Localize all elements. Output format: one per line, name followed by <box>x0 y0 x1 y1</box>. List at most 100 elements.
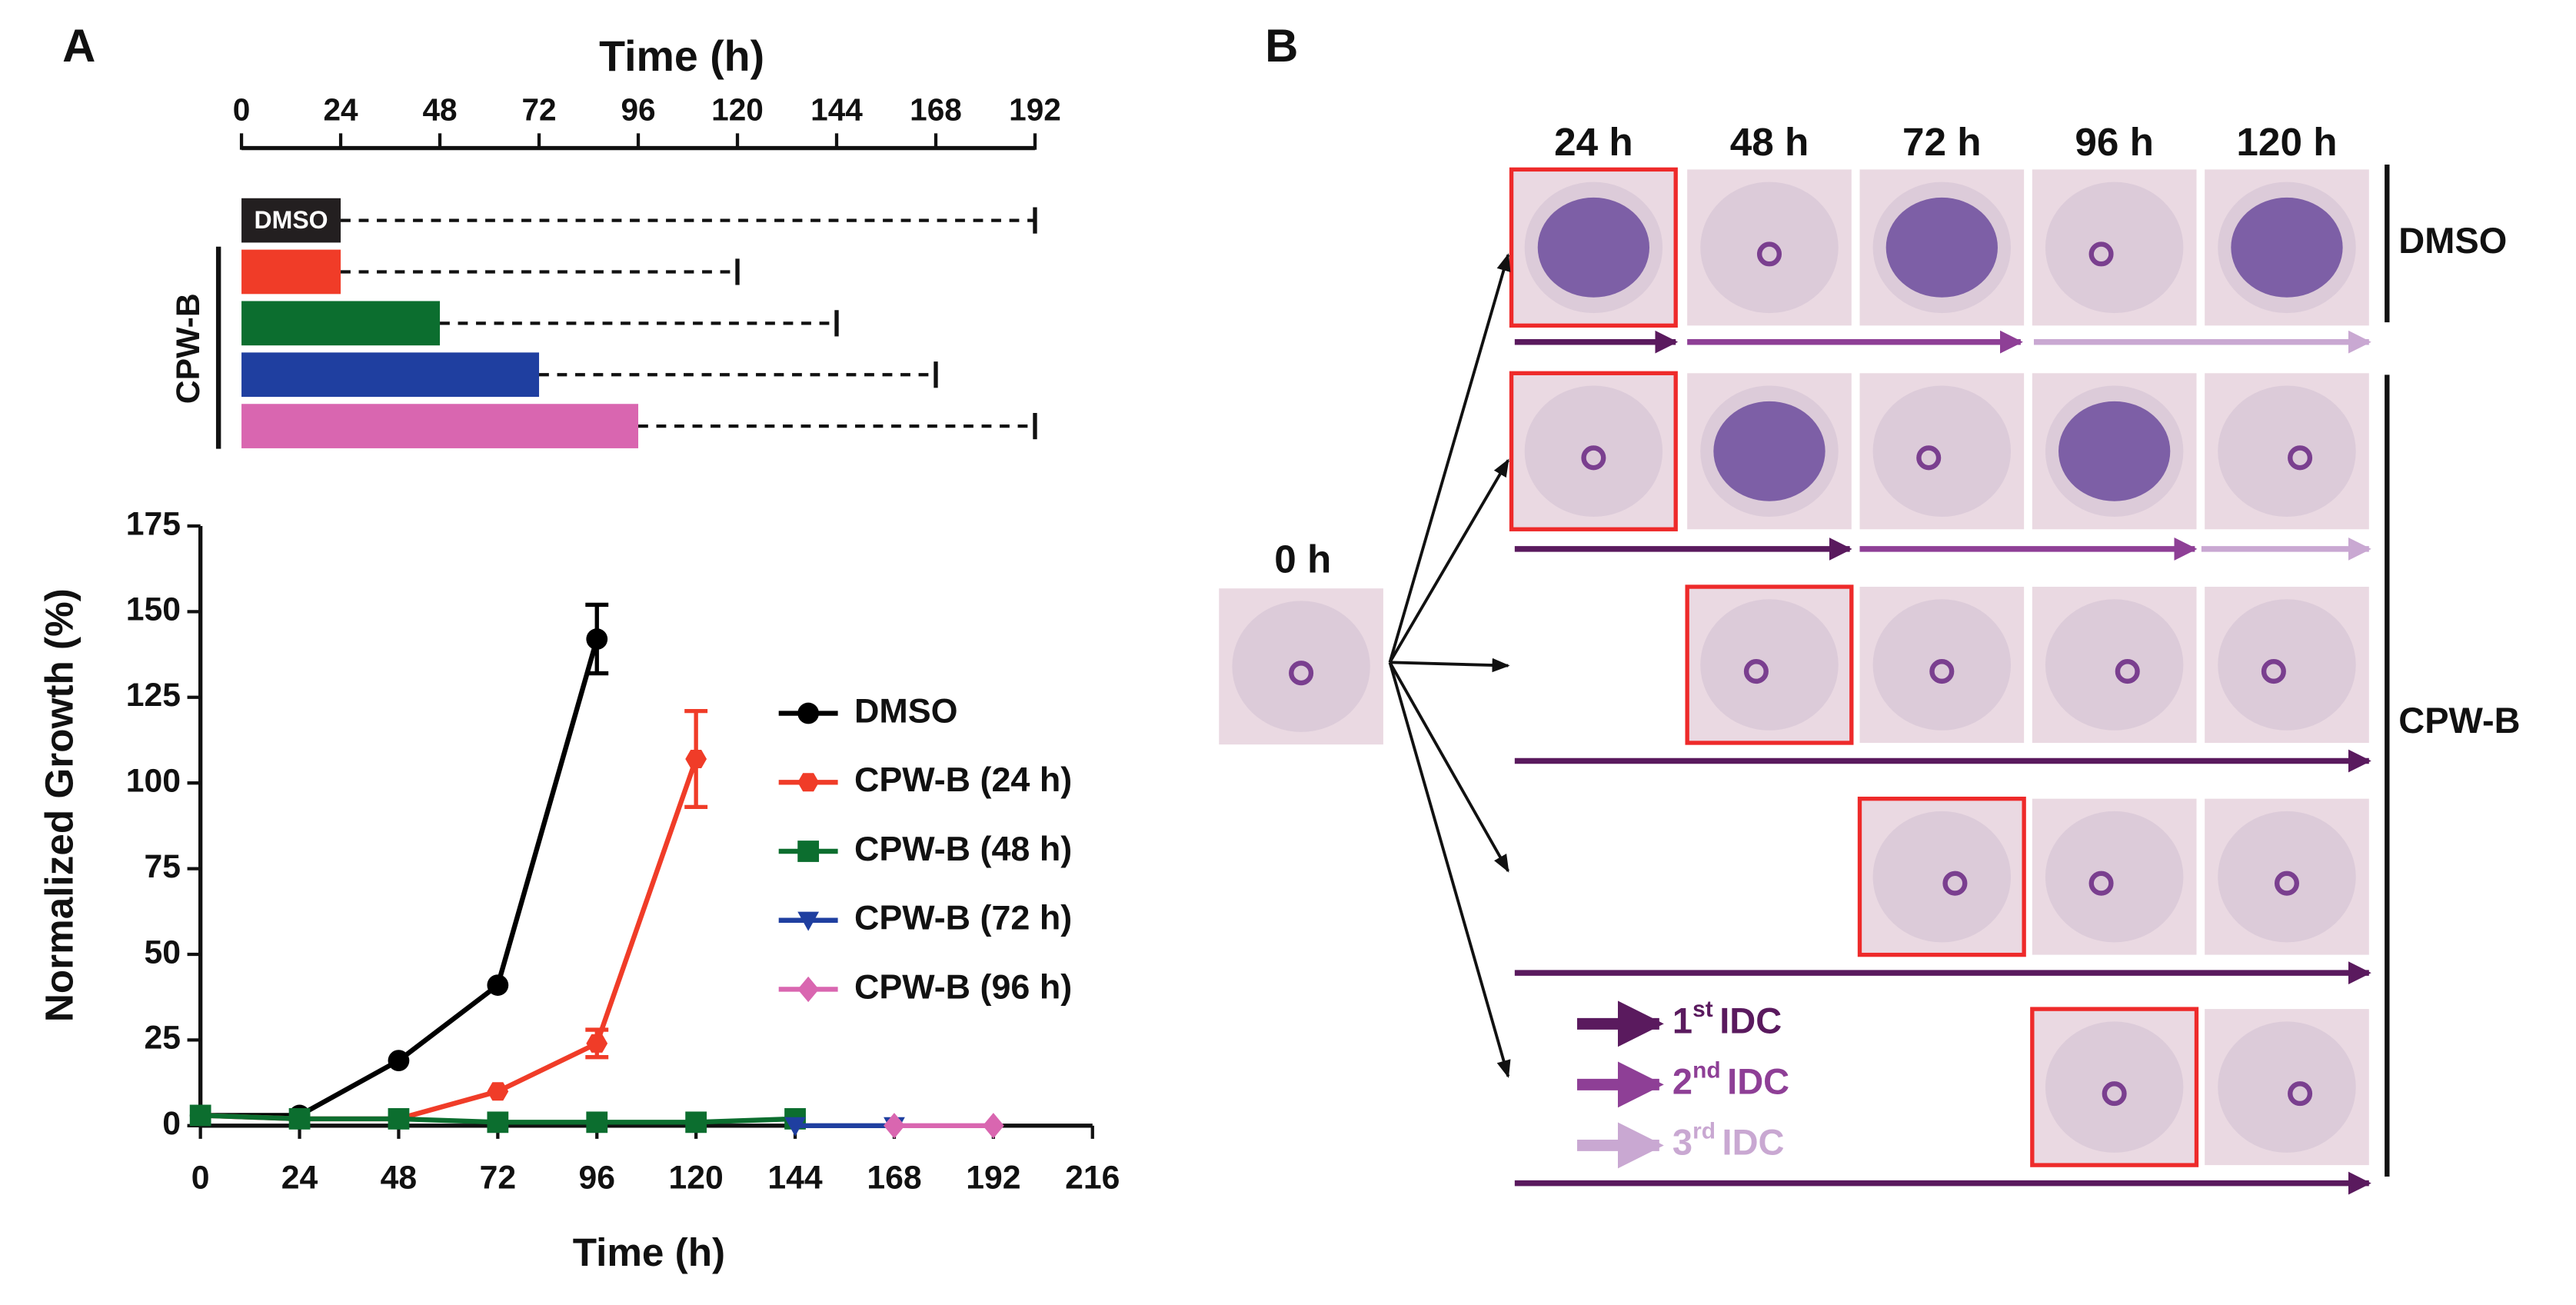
cell <box>2045 811 2184 943</box>
cell <box>1872 599 2012 731</box>
x-tick-label: 120 <box>711 92 764 127</box>
highlight-frame <box>1685 584 1854 745</box>
data-point <box>288 1108 311 1130</box>
bar-label: DMSO <box>255 206 328 234</box>
treatment-bar <box>241 352 540 398</box>
legend-suffix: st <box>1692 997 1713 1022</box>
group-label: DMSO <box>2398 220 2507 261</box>
y-tick-label: 25 <box>144 1020 181 1057</box>
parasite <box>2102 1081 2127 1107</box>
cell <box>2218 1021 2356 1153</box>
highlight-frame <box>1857 796 2026 957</box>
legend-number: 1 <box>1672 1000 1692 1041</box>
timeline-title: Time (h) <box>599 32 764 80</box>
data-point <box>586 1034 608 1053</box>
legend-label: DMSO <box>854 691 958 730</box>
treatment-bar <box>241 404 639 448</box>
series-line <box>200 638 600 1118</box>
group-label: CPW-B <box>170 293 207 404</box>
cell <box>1872 385 2012 518</box>
legend-number: 3 <box>1672 1122 1692 1163</box>
x-tick-label: 168 <box>867 1160 921 1197</box>
column-header: 96 h <box>2075 120 2154 164</box>
x-tick-label: 72 <box>480 1160 517 1197</box>
cell <box>1700 599 1839 731</box>
legend-text: IDC <box>1727 1061 1789 1102</box>
x-tick-label: 216 <box>1065 1160 1120 1197</box>
x-tick-label: 168 <box>910 92 962 127</box>
parasite <box>2261 659 2286 684</box>
parasite <box>1289 661 1314 686</box>
cell <box>2218 599 2356 731</box>
x-tick-label: 120 <box>669 1160 724 1197</box>
parasite <box>1713 401 1825 501</box>
y-tick-label: 75 <box>144 848 181 885</box>
fan-arrow <box>1390 657 1510 673</box>
x-tick-label: 24 <box>323 92 358 127</box>
legend-suffix: nd <box>1692 1057 1721 1083</box>
group-label: CPW-B <box>2398 700 2520 741</box>
legend-label: CPW-B (24 h) <box>854 760 1072 799</box>
parasite <box>1885 197 1998 298</box>
legend-marker <box>797 702 820 724</box>
treatment-bar <box>241 249 341 295</box>
parasite <box>1756 241 1782 267</box>
treatment-bar <box>241 301 441 346</box>
parasite <box>2231 197 2343 298</box>
y-tick-label: 175 <box>126 505 181 542</box>
y-tick-label: 125 <box>126 677 181 714</box>
highlight-frame <box>1509 167 1678 328</box>
legend-label: CPW-B (72 h) <box>854 898 1072 937</box>
x-tick-label: 72 <box>521 92 556 127</box>
data-point <box>586 628 608 650</box>
x-axis-label: Time (h) <box>573 1230 725 1274</box>
legend-marker <box>797 773 820 792</box>
data-point <box>784 1117 806 1137</box>
x-tick-label: 144 <box>810 92 863 127</box>
parasite <box>1916 445 1942 471</box>
start-label: 0 h <box>1274 538 1331 581</box>
legend-label: 3rd IDC <box>1672 1118 1785 1163</box>
legend-label: CPW-B (96 h) <box>854 967 1072 1006</box>
legend-label: CPW-B (48 h) <box>854 829 1072 868</box>
data-point <box>388 1108 410 1130</box>
column-header: 24 h <box>1554 120 1633 164</box>
cell <box>1232 601 1370 732</box>
legend-text: IDC <box>1722 1122 1785 1163</box>
legend-label: 2nd IDC <box>1672 1057 1789 1102</box>
parasite <box>2058 401 2171 501</box>
y-tick-label: 50 <box>144 934 181 970</box>
data-point <box>884 1113 905 1139</box>
y-tick-label: 0 <box>162 1105 181 1142</box>
parasite <box>2088 241 2114 267</box>
parasite <box>1743 659 1769 684</box>
x-tick-label: 0 <box>233 92 251 127</box>
cell <box>2218 811 2356 943</box>
highlight-frame <box>2030 1007 2199 1167</box>
fan-arrow <box>1388 661 1509 873</box>
data-point <box>685 1111 707 1134</box>
parasite <box>1929 659 1955 684</box>
x-tick-label: 96 <box>578 1160 615 1197</box>
parasite <box>2288 445 2313 471</box>
cell <box>2045 1021 2184 1153</box>
column-header: 72 h <box>1902 120 1982 164</box>
x-tick-label: 0 <box>191 1160 210 1197</box>
parasite <box>1537 197 1650 298</box>
data-point <box>982 1113 1004 1139</box>
parasite <box>1581 445 1606 471</box>
cell <box>1872 811 2012 943</box>
fan-arrow <box>1388 458 1509 664</box>
cell <box>1700 181 1839 314</box>
data-point <box>685 749 707 769</box>
y-axis-label: Normalized Growth (%) <box>38 588 82 1022</box>
parasite <box>2088 871 2114 896</box>
parasite <box>2274 871 2300 896</box>
data-point <box>189 1104 211 1127</box>
x-tick-label: 24 <box>281 1160 318 1197</box>
x-tick-label: 48 <box>422 92 457 127</box>
parasite <box>2115 659 2140 684</box>
legend-suffix: rd <box>1692 1118 1716 1144</box>
fan-arrow <box>1388 253 1511 663</box>
cell <box>1524 385 1663 518</box>
